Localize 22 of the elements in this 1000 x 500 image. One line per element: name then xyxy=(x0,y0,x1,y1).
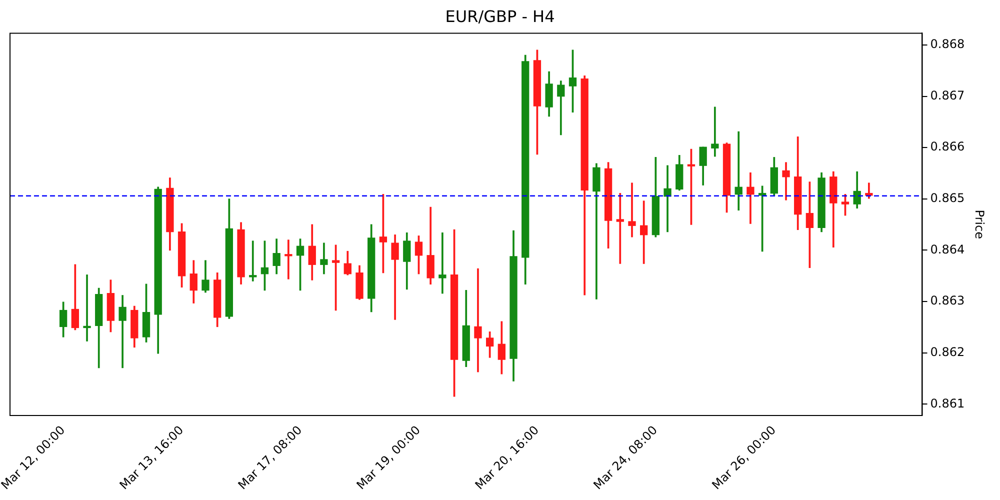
candlestick xyxy=(628,182,636,238)
candlestick xyxy=(640,200,648,264)
candlestick xyxy=(438,232,446,294)
candlestick xyxy=(249,240,257,282)
chart-title: EUR/GBP - H4 xyxy=(445,6,555,26)
y-tick-label: 0.863 xyxy=(930,294,965,308)
y-tick-label: 0.865 xyxy=(930,191,965,206)
y-tick-label: 0.862 xyxy=(930,344,965,359)
candlestick xyxy=(83,274,91,342)
y-tick-label: 0.867 xyxy=(930,88,965,102)
candlestick xyxy=(616,192,624,264)
candlestick xyxy=(746,172,754,224)
candlestick xyxy=(664,165,672,232)
y-tick-label: 0.868 xyxy=(930,37,965,52)
y-axis-title: Price xyxy=(972,210,987,239)
candlestick xyxy=(474,268,482,372)
y-tick-label: 0.866 xyxy=(930,140,965,154)
y-tick-label: 0.864 xyxy=(930,242,965,256)
candlestick xyxy=(734,131,742,211)
y-tick-label: 0.861 xyxy=(930,396,965,410)
candlestick xyxy=(284,240,292,280)
candlestick xyxy=(711,106,719,157)
